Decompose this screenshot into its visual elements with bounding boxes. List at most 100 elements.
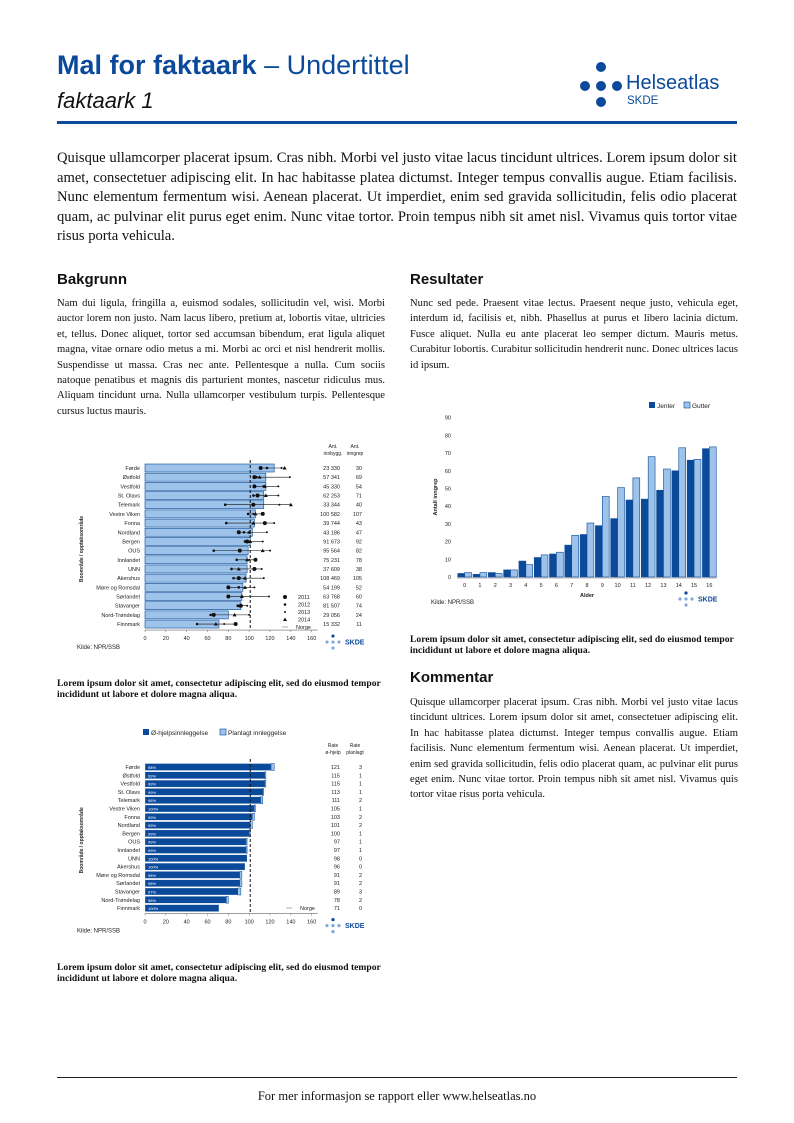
emergency-bar (144, 838, 247, 846)
col1-value: 100 582 (320, 512, 340, 518)
rate-bar (144, 601, 242, 611)
y-tick-label: 30 (445, 522, 451, 528)
rate-bar (144, 573, 247, 583)
jenter-bar (549, 553, 557, 578)
planned-bar (262, 788, 265, 796)
emergency-bar (144, 788, 263, 796)
year-2011-point (255, 493, 260, 498)
gutter-bar (510, 569, 518, 578)
year-2012-point (212, 549, 216, 552)
col2-value: 78 (356, 558, 362, 564)
col1-value: 108 469 (320, 576, 340, 582)
planned-bar (245, 846, 248, 854)
year-2013-point (252, 512, 255, 515)
jenter-bar (671, 470, 680, 578)
year-2014-point (237, 603, 242, 608)
planned-bar (248, 829, 251, 838)
region-label: Fonna (124, 815, 141, 821)
col1-value: 91 673 (323, 539, 340, 545)
emergency-bar (144, 862, 246, 871)
region-label: Vestfold (120, 484, 140, 490)
rate-bar (144, 509, 256, 519)
year-2011-point (252, 484, 257, 489)
region-label: Bergen (122, 831, 140, 837)
col2-value: 1 (359, 840, 362, 846)
col1-value: 78 (334, 898, 340, 904)
planned-bar (254, 804, 256, 813)
planned-bar (264, 779, 267, 788)
x-tick-label: 20 (163, 636, 169, 642)
year-2014-point (260, 548, 265, 553)
col1-value: 115 (331, 782, 340, 788)
chart1-caption: Lorem ipsum dolor sit amet, consectetur … (57, 678, 381, 700)
year-2013-point (265, 531, 268, 534)
col1-value: 89 (334, 890, 340, 896)
col1-value: 91 (334, 881, 340, 887)
emergency-bar (144, 763, 272, 771)
rate-bar (144, 537, 251, 546)
x-tick-label: 7 (570, 583, 573, 589)
skde-logo-text: SKDE (698, 597, 718, 604)
col1-value: 101 (331, 823, 340, 829)
gutter-bar (586, 522, 595, 578)
emergency-bar (144, 804, 255, 813)
region-label: Nordland (118, 823, 140, 829)
share-label: 98% (148, 873, 156, 878)
skde-logo-dot (331, 930, 335, 934)
planned-bar (270, 763, 275, 771)
col2-header: Ant. (351, 444, 360, 450)
bakgrunn-text: Nam dui ligula, fringilla a, euismod sod… (57, 298, 385, 417)
x-tick-label: 20 (163, 920, 169, 926)
year-2013-point (280, 467, 283, 469)
planned-bar (239, 879, 243, 887)
jenter-bar (503, 569, 511, 578)
col1-value: 97 (334, 840, 340, 846)
x-tick-label: 160 (307, 636, 316, 642)
region-label: Vestre Viken (109, 512, 140, 518)
gutter-bar (601, 496, 610, 578)
share-label: 99% (148, 773, 156, 778)
year-2013-point (260, 567, 263, 570)
year-2014-point (263, 493, 268, 498)
y-tick-label: 90 (445, 416, 451, 422)
gutter-bar (525, 564, 534, 578)
resultater-text: Nunc sed pede. Praesent vitae lectus. Pr… (410, 298, 738, 371)
col1-value: 45 330 (323, 484, 340, 490)
y-tick-label: 10 (445, 557, 451, 563)
skde-logo-dot (325, 640, 329, 644)
emergency-bar (144, 904, 220, 912)
bakgrunn-heading: Bakgrunn (57, 271, 128, 288)
year-2011-point (233, 622, 238, 627)
year-2013-point (288, 476, 291, 479)
year-2013-point (273, 522, 276, 525)
col1-value: 63 768 (323, 595, 340, 601)
region-label: Stavanger (115, 604, 140, 610)
y-tick-label: 80 (445, 433, 451, 439)
gutter-bar (571, 535, 579, 578)
region-label: Bergen (122, 539, 140, 545)
region-label: UNN (128, 856, 140, 862)
jenter-bar (457, 573, 465, 578)
y-axis-title: Boområde / opptaksområde (78, 807, 85, 873)
region-label: Stavanger (115, 890, 140, 896)
region-label: Møre og Romsdal (96, 585, 140, 591)
x-tick-label: 13 (660, 583, 666, 589)
planned-bar (252, 813, 255, 821)
x-tick-label: 100 (245, 636, 254, 642)
col1-value: 103 (331, 815, 340, 821)
year-2012-point (195, 622, 199, 626)
gutter-bar (556, 551, 564, 578)
year-2011-point (236, 576, 241, 581)
year-2011-point (236, 530, 241, 535)
region-label: Telemark (118, 798, 141, 804)
legend-label: Jenter (657, 403, 676, 410)
legend-label: 2013 (298, 610, 310, 616)
year-2013-point (262, 577, 265, 580)
footer-text: For mer informasjon se rapport eller www… (257, 1089, 537, 1103)
region-label: Østfold (123, 773, 140, 779)
footer-rule (57, 1077, 737, 1078)
col2-value: 2 (359, 898, 362, 904)
legend-2013-marker (284, 611, 286, 613)
col2-value: 2 (359, 815, 362, 821)
